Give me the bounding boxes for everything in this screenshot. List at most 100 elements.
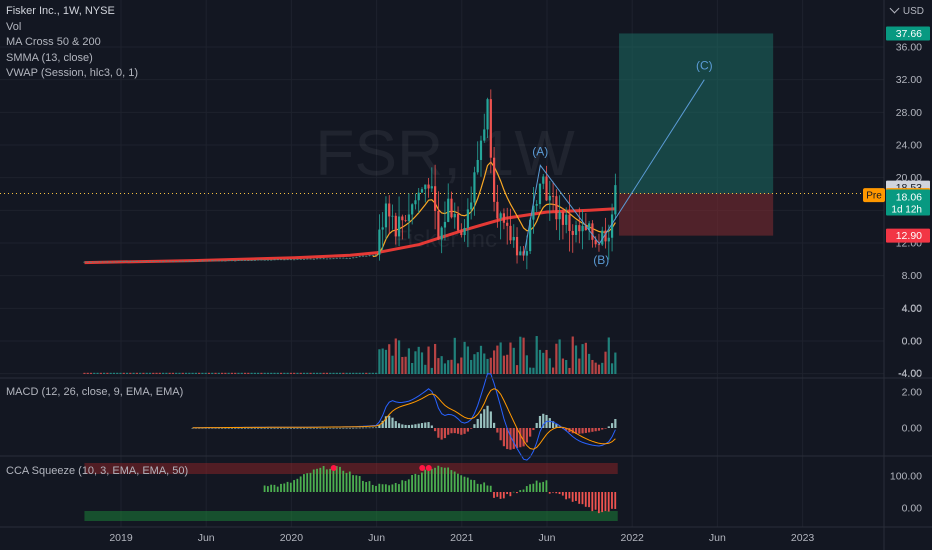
macd-hist-98 <box>404 424 407 428</box>
cca-bar-83 <box>355 475 358 492</box>
cca-bar-60 <box>280 483 282 492</box>
tag-stop: 12.90 <box>896 230 922 242</box>
cca-bar-127 <box>499 492 502 499</box>
volume-bar-91 <box>381 348 384 374</box>
volume-bar-12 <box>122 372 125 374</box>
macd-hist-107 <box>434 428 437 432</box>
macd-hist-60 <box>279 427 283 429</box>
legend-ma-cross[interactable]: MA Cross 50 & 200 <box>6 36 101 48</box>
macd-hist-50 <box>247 427 250 429</box>
candle-body-24 <box>162 261 165 263</box>
volume-bar-103 <box>420 352 424 374</box>
cca-bar-150 <box>575 492 577 501</box>
candle-body-107 <box>434 186 437 211</box>
elliott-wave-drawing[interactable]: (A) (B) (C) <box>523 59 713 267</box>
macd-hist-99 <box>407 425 410 428</box>
candle-body-152 <box>581 225 584 232</box>
macd-hist-129 <box>506 428 509 450</box>
volume-bar-137 <box>532 367 535 374</box>
candle-body-14 <box>129 261 132 263</box>
cca-bar-146 <box>561 492 564 496</box>
cca-bar-142 <box>548 492 551 494</box>
volume-bar-162 <box>614 352 617 374</box>
candle-body-124 <box>489 99 492 158</box>
volume-bar-21 <box>152 372 155 374</box>
cca-bar-140 <box>542 481 545 492</box>
macd-hist-136 <box>529 428 532 437</box>
legend-vwap[interactable]: VWAP (Session, hlc3, 0, 1) <box>6 67 139 79</box>
currency-selector[interactable]: USD <box>889 3 924 17</box>
volume-bar-86 <box>365 372 368 374</box>
candle-body-60 <box>279 259 283 261</box>
macd-hist-87 <box>368 427 371 429</box>
symbol-title[interactable]: Fisker Inc., 1W, NYSE <box>6 5 115 17</box>
volume-bar-107 <box>434 343 437 374</box>
candle-body-36 <box>201 260 204 262</box>
wave-label-0: (A) <box>532 144 548 158</box>
volume-bar-126 <box>496 345 499 374</box>
cca-bar-59 <box>276 486 279 492</box>
volume-bar-128 <box>502 355 506 374</box>
macd-hist-95 <box>394 421 397 428</box>
macd-hist-150 <box>574 428 578 434</box>
volume-bar-51 <box>250 372 253 374</box>
volume-bar-48 <box>240 372 243 374</box>
candle-body-103 <box>420 189 424 193</box>
candle-body-25 <box>165 260 168 262</box>
volume-bar-115 <box>460 357 463 374</box>
cca-dot-0 <box>330 465 337 471</box>
cca-bar-76 <box>332 466 335 492</box>
cca-bar-141 <box>545 480 548 492</box>
volume-bar-33 <box>191 372 194 374</box>
macd-hist-39 <box>211 427 214 429</box>
volume-bar-139 <box>538 349 542 374</box>
candle-body-138 <box>535 204 538 206</box>
cca-bar-131 <box>512 491 515 493</box>
candle-body-23 <box>158 261 161 263</box>
cca-bar-69 <box>309 472 312 492</box>
macd-hist-106 <box>430 425 433 428</box>
cca-oversold-band <box>84 511 618 521</box>
time-axis[interactable]: 2019 Jun 2020 Jun 2021 Jun 2022 Jun 2023 <box>109 532 814 544</box>
cca-squeeze-indicator <box>84 463 618 521</box>
volume-bar-113 <box>453 337 456 374</box>
candle-body-109 <box>440 227 443 240</box>
candle-body-65 <box>296 258 299 260</box>
cca-bar-118 <box>470 479 472 492</box>
macd-legend[interactable]: MACD (12, 26, close, 9, EMA, EMA) <box>6 386 184 398</box>
macd-hist-114 <box>456 428 460 434</box>
cca-bar-92 <box>384 484 387 492</box>
candle-body-146 <box>561 211 565 225</box>
volume-bar-68 <box>306 372 309 374</box>
candle-body-61 <box>283 259 286 261</box>
cca-bar-130 <box>509 492 512 497</box>
volume-bar-38 <box>207 372 211 374</box>
macd-hist-90 <box>378 424 381 428</box>
candle-body-122 <box>483 129 486 141</box>
cca-legend[interactable]: CCA Squeeze (10, 3, EMA, EMA, 50) <box>6 465 189 477</box>
cca-bar-162 <box>614 492 617 509</box>
legend-smma[interactable]: SMMA (13, close) <box>6 51 93 64</box>
candle-body-104 <box>424 184 427 190</box>
cca-bar-94 <box>391 484 394 492</box>
volume-tick-1: 0.00 <box>902 336 923 348</box>
macd-hist-105 <box>427 422 430 428</box>
candle-body-159 <box>604 230 607 242</box>
cca-bar-113 <box>453 471 456 492</box>
candle-body-126 <box>496 201 499 219</box>
macd-hist-137 <box>532 428 535 431</box>
candle-body-90 <box>378 229 381 255</box>
macd-hist-122 <box>483 409 486 428</box>
legend-vol[interactable]: Vol <box>6 20 22 33</box>
macd-hist-108 <box>437 428 440 438</box>
macd-hist-116 <box>463 428 466 434</box>
long-position-tool[interactable] <box>0 33 884 236</box>
candle-body-41 <box>217 260 220 262</box>
cca-bar-95 <box>394 482 397 492</box>
candle-body-34 <box>194 260 197 262</box>
time-tick-0: 2019 <box>109 532 133 544</box>
macd-hist-132 <box>515 428 519 449</box>
price-axis[interactable]: 36.0032.0028.0024.0020.0016.0012.008.004… <box>863 26 930 515</box>
